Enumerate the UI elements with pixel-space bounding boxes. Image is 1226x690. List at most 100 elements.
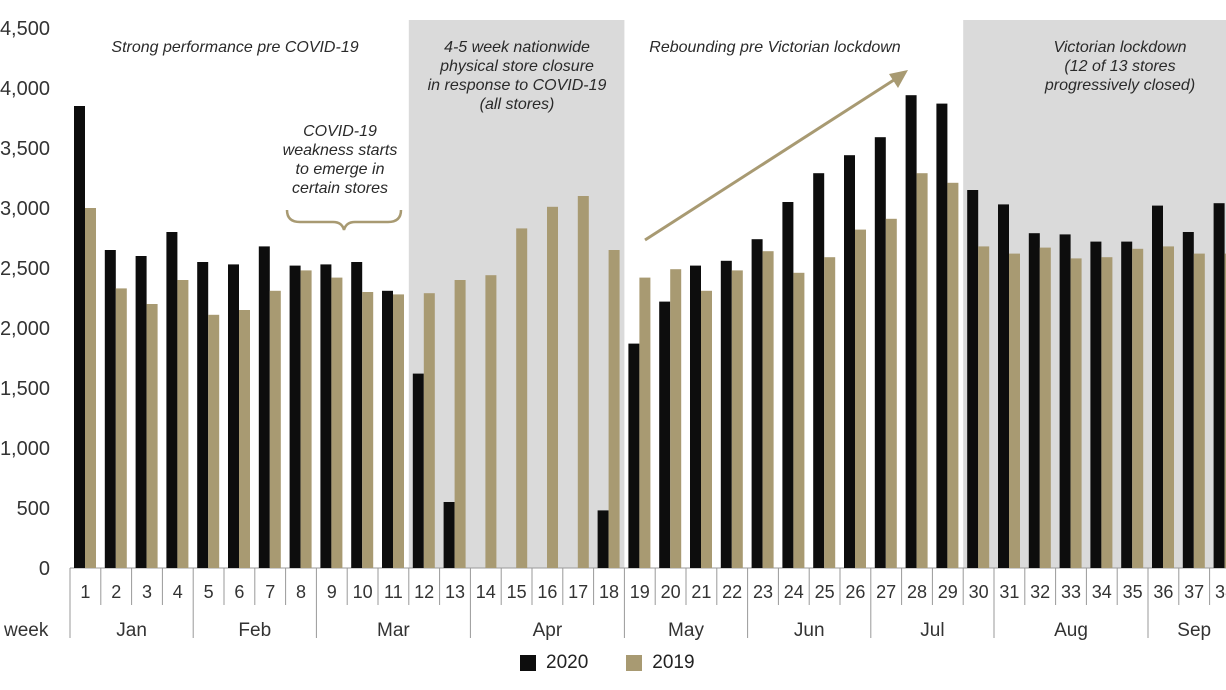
month-label: Mar — [377, 620, 410, 641]
bar-2020 — [936, 103, 948, 568]
bar-2020 — [320, 264, 332, 568]
annotation-rebound: Rebounding pre Victorian lockdown — [649, 39, 901, 56]
bar-2020 — [690, 265, 701, 568]
bar-2019 — [608, 250, 620, 568]
week-label: 31 — [999, 582, 1019, 602]
bars — [74, 95, 1226, 569]
month-label: Feb — [238, 620, 271, 641]
week-label: 30 — [969, 582, 989, 602]
week-label: 38 — [1215, 582, 1226, 602]
bar-2020 — [720, 260, 732, 568]
rebound-arrow — [644, 70, 908, 242]
bar-2020 — [289, 265, 301, 568]
week-label: 2 — [111, 582, 121, 602]
annotation-closure-line: physical store closure — [440, 58, 594, 75]
week-label: 28 — [907, 582, 927, 602]
annotation-victorian-line: (12 of 13 stores — [1064, 58, 1176, 75]
x-axis-title: week — [3, 620, 49, 641]
week-label: 15 — [507, 582, 527, 602]
bar-2020 — [659, 301, 671, 568]
bar-2019 — [208, 314, 220, 568]
bar-2019 — [978, 246, 990, 568]
week-label: 36 — [1153, 582, 1173, 602]
bar-2019 — [331, 277, 343, 568]
bar-2020 — [104, 250, 116, 568]
month-label: May — [668, 620, 704, 641]
y-tick-label: 0 — [39, 558, 50, 580]
bar-2019 — [916, 173, 928, 568]
week-label: 10 — [353, 582, 373, 602]
week-label: 32 — [1030, 582, 1050, 602]
bar-2019 — [1193, 253, 1205, 568]
bar-2020 — [874, 137, 886, 568]
annotation-closure-line: (all stores) — [479, 96, 555, 113]
bar-2019 — [115, 288, 127, 568]
bar-2019 — [762, 251, 774, 568]
bar-2019 — [269, 290, 281, 568]
bar-2020 — [412, 373, 424, 568]
y-tick-label: 4,500 — [0, 18, 50, 40]
annotation-weakness-line: certain stores — [291, 180, 389, 197]
bar-2019 — [177, 280, 189, 568]
annotation-weakness-line: COVID-19 — [303, 123, 377, 140]
week-label: 34 — [1092, 582, 1112, 602]
y-tick-label: 3,500 — [0, 138, 50, 160]
bar-2020 — [1028, 233, 1040, 568]
bar-2019 — [485, 275, 497, 568]
legend-label-2019: 2019 — [652, 652, 695, 673]
bar-2019 — [701, 290, 712, 568]
week-label: 13 — [445, 582, 465, 602]
bar-2020 — [844, 155, 855, 568]
bar-2020 — [967, 190, 979, 568]
legend-item-2020: 2020 — [520, 652, 588, 674]
week-label: 17 — [568, 582, 588, 602]
bar-2019 — [454, 280, 466, 568]
bar-2020 — [166, 232, 178, 568]
week-label: 12 — [414, 582, 434, 602]
bar-2019 — [1163, 246, 1174, 568]
bar-2020 — [1182, 232, 1194, 568]
annotation-strong-performance: Strong performance pre COVID-19 — [111, 39, 359, 56]
bar-2019 — [885, 218, 897, 569]
week-label: 7 — [265, 582, 275, 602]
bar-2019 — [1070, 258, 1082, 568]
y-tick-label: 2,500 — [0, 258, 50, 280]
week-label: 5 — [204, 582, 214, 602]
annotation-weakness-line: to emerge in — [295, 161, 385, 178]
bar-2019 — [393, 294, 404, 568]
bar-2020 — [74, 106, 85, 568]
bar-2019 — [1039, 247, 1051, 568]
month-label: Apr — [533, 620, 563, 641]
y-tick-label: 1,500 — [0, 378, 50, 400]
week-label: 19 — [630, 582, 650, 602]
arrow-head — [889, 70, 908, 88]
y-tick-label: 500 — [17, 498, 50, 520]
bar-2020 — [597, 510, 609, 568]
bar-2020 — [197, 262, 209, 568]
bar-2019 — [793, 272, 805, 568]
month-label: Aug — [1054, 620, 1088, 641]
week-label: 16 — [537, 582, 557, 602]
annotation-victorian-line: progressively closed) — [1044, 77, 1196, 94]
week-label: 14 — [476, 582, 496, 602]
week-label: 3 — [142, 582, 152, 602]
legend-label-2020: 2020 — [546, 652, 589, 673]
y-tick-label: 1,000 — [0, 438, 50, 460]
legend-swatch-2020 — [520, 655, 536, 671]
legend: 2020 2019 — [520, 652, 695, 674]
bar-2020 — [258, 246, 270, 568]
week-label: 35 — [1123, 582, 1143, 602]
bar-2019 — [1009, 253, 1020, 568]
bar-2020 — [1059, 234, 1071, 568]
week-label: 20 — [661, 582, 681, 602]
bar-2019 — [947, 182, 959, 569]
bar-2019 — [300, 270, 312, 568]
annotation-victorian-lockdown: Victorian lockdown (12 of 13 stores prog… — [1010, 38, 1226, 95]
bar-2019 — [639, 277, 651, 568]
bar-2020 — [1152, 205, 1163, 568]
bar-2019 — [855, 229, 866, 568]
week-label: 1 — [80, 582, 90, 602]
week-label: 9 — [327, 582, 337, 602]
bar-2019 — [85, 208, 96, 568]
